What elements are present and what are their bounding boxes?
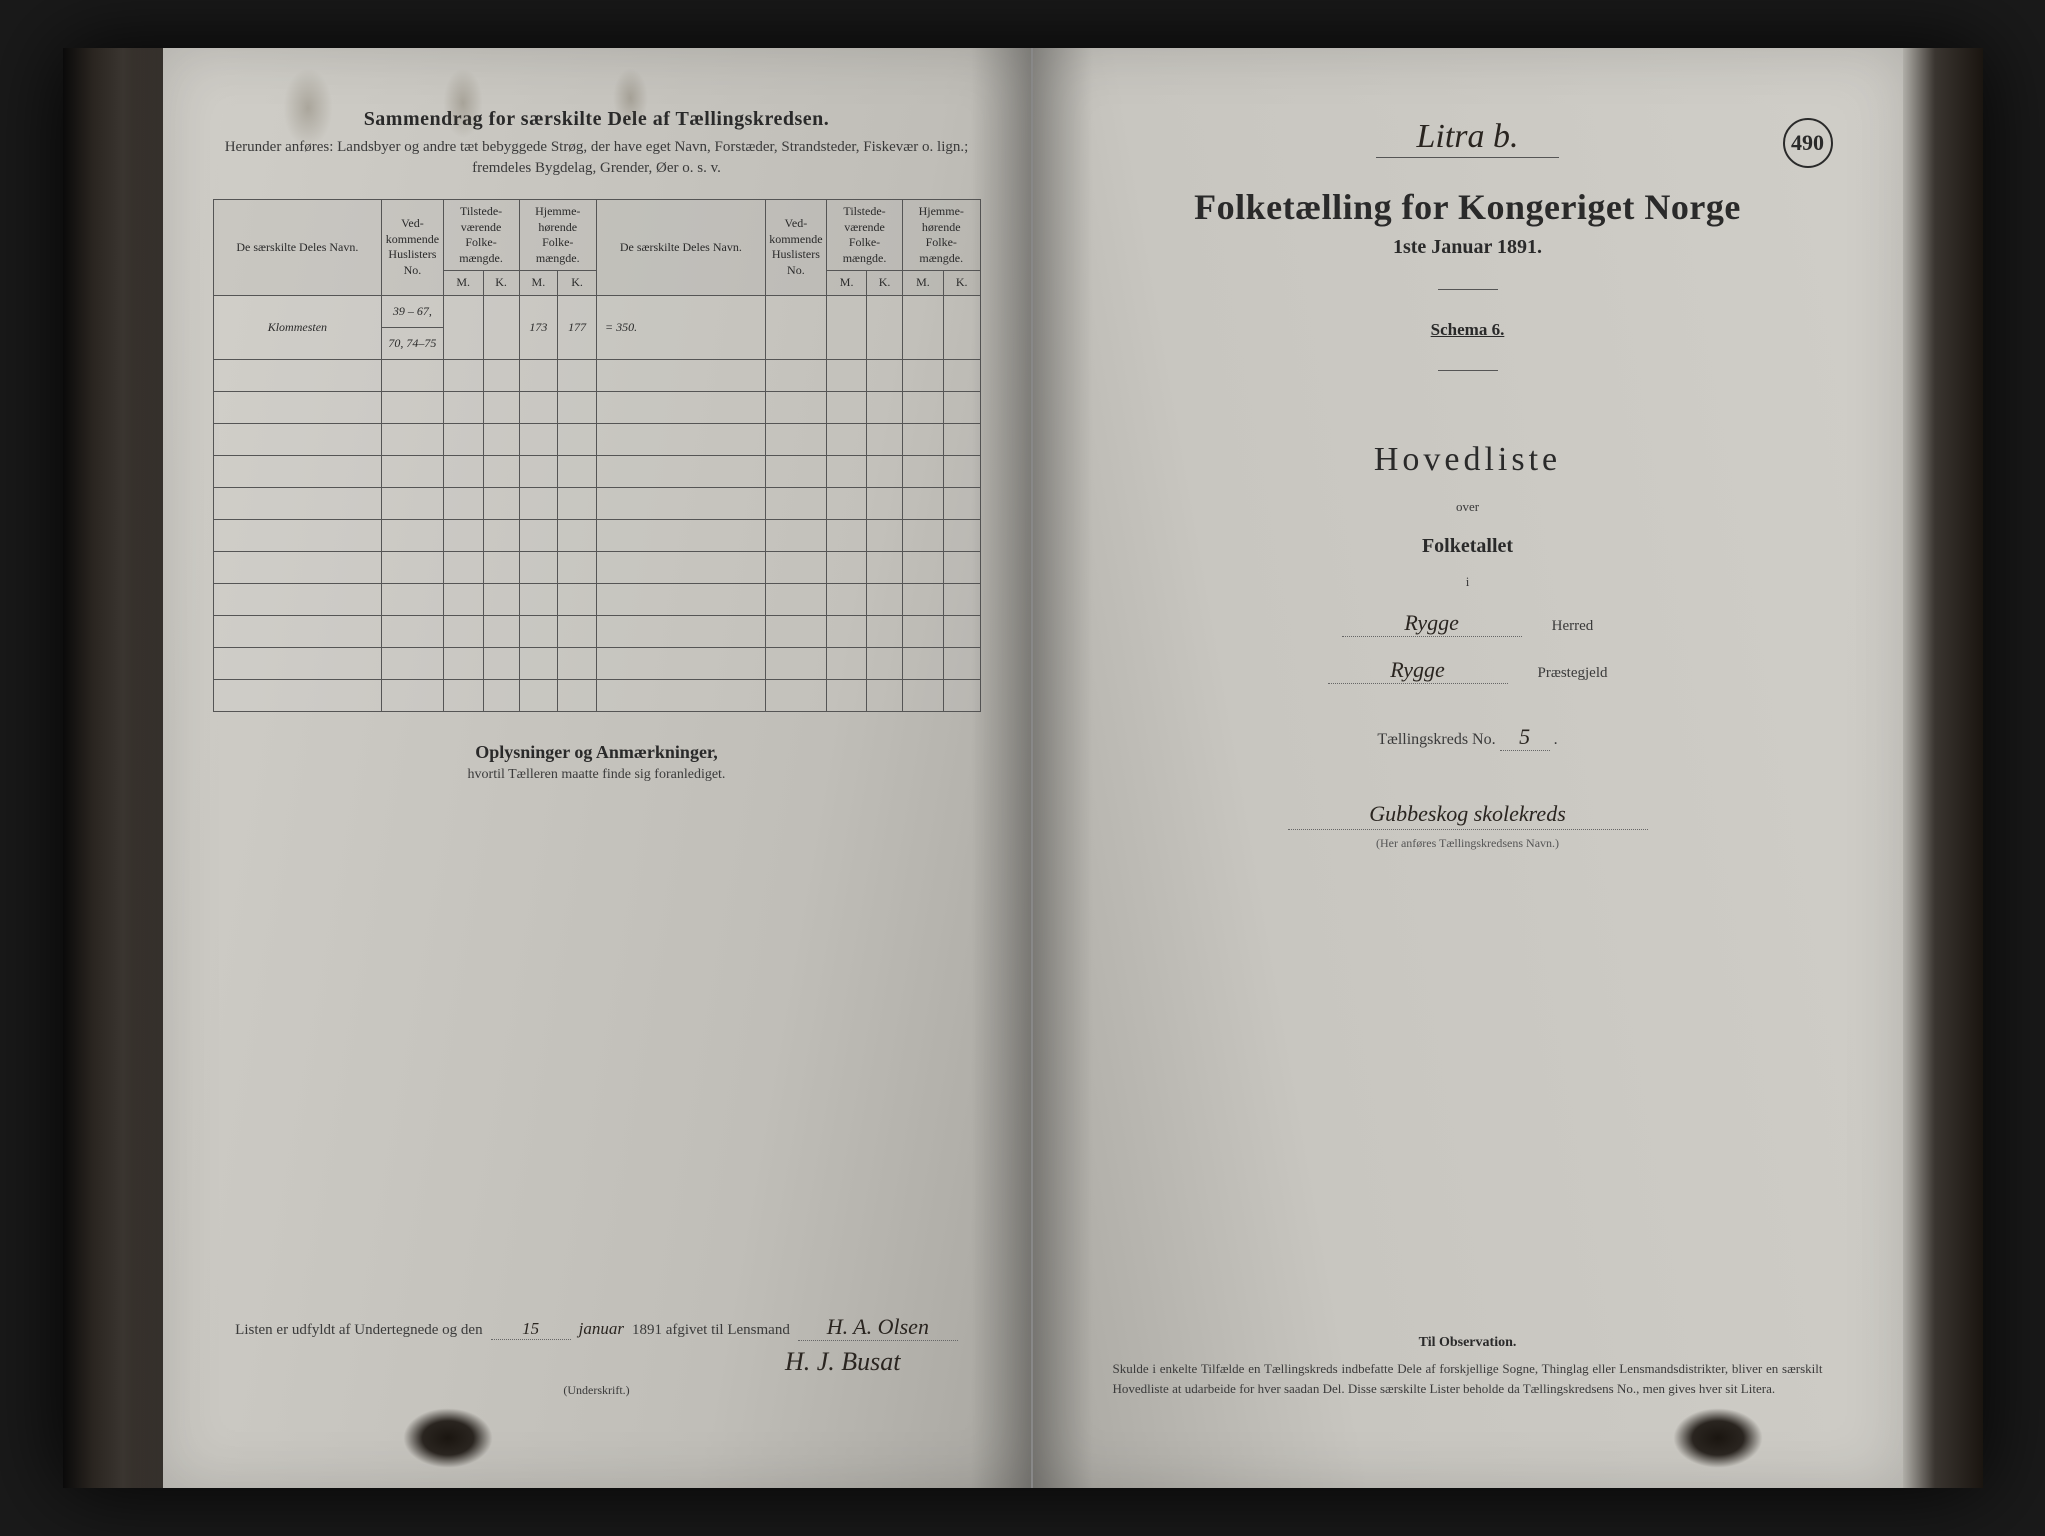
book-binding: [63, 48, 163, 1488]
signature-day: 15: [491, 1319, 571, 1340]
table-row: [213, 615, 980, 647]
book-spread: Sammendrag for særskilte Dele af Tælling…: [63, 48, 1983, 1488]
table-row: [213, 551, 980, 583]
thumb-shadow: [1673, 1408, 1763, 1468]
census-date: 1ste Januar 1891.: [1083, 236, 1853, 259]
table-row: [213, 487, 980, 519]
col-subheader-k: K.: [483, 271, 519, 296]
thumb-shadow: [403, 1408, 493, 1468]
cell-total: = 350.: [596, 295, 765, 359]
kreds-name: Gubbeskog skolekreds: [1288, 801, 1648, 830]
cell-huslister: 39 – 67,: [382, 295, 443, 327]
period: .: [1554, 731, 1558, 748]
col-subheader-m: M.: [902, 271, 943, 296]
folketallet-label: Folketallet: [1083, 535, 1853, 558]
divider: [1438, 289, 1498, 290]
col-header: Hjemme-hørende Folke-mængde.: [902, 200, 980, 271]
signature-name: H. A. Olsen: [798, 1314, 958, 1341]
praestegjeld-row: Rygge Præstegjeld: [1083, 657, 1853, 684]
book-right-edge: [1903, 48, 1983, 1488]
cell-m2: 173: [519, 295, 558, 359]
cell-empty: [867, 295, 903, 359]
table-row: [213, 519, 980, 551]
table-row: [213, 359, 980, 391]
kreds-label: Tællingskreds No.: [1377, 731, 1495, 748]
table-body: Klommesten 39 – 67, 173 177 = 350. 70, 7…: [213, 295, 980, 711]
cell-huslister: 70, 74–75: [382, 327, 443, 359]
right-page: 490 Litra b. Folketælling for Kongeriget…: [1033, 48, 1903, 1488]
cell-m: [443, 295, 483, 359]
table-row: [213, 583, 980, 615]
page-number: 490: [1791, 130, 1824, 156]
observation-title: Til Observation.: [1113, 1335, 1823, 1351]
cell-empty: [902, 295, 943, 359]
table-row: [213, 423, 980, 455]
col-header: Tilstede-værende Folke-mængde.: [443, 200, 519, 271]
census-summary-table: De særskilte Deles Navn. Ved-kommende Hu…: [213, 199, 981, 712]
col-subheader-k: K.: [943, 271, 980, 296]
col-header: Ved-kommende Huslisters No.: [765, 200, 826, 296]
praestegjeld-label: Præstegjeld: [1538, 665, 1608, 682]
summary-title: Sammendrag for særskilte Dele af Tælling…: [213, 108, 981, 131]
remarks-title: Oplysninger og Anmærkninger,: [213, 742, 981, 763]
signature-year-text: 1891 afgivet til Lensmand: [632, 1322, 790, 1339]
col-subheader-k: K.: [867, 271, 903, 296]
summary-subtitle: Herunder anføres: Landsbyer og andre tæt…: [213, 137, 981, 179]
col-subheader-m: M.: [827, 271, 867, 296]
table-row: [213, 391, 980, 423]
cell-empty: [765, 295, 826, 359]
table-row: [213, 647, 980, 679]
i-label: i: [1083, 574, 1853, 590]
praestegjeld-value: Rygge: [1328, 657, 1508, 684]
observation-section: Til Observation. Skulde i enkelte Tilfæl…: [1113, 1335, 1823, 1398]
signature-prefix: Listen er udfyldt af Undertegnede og den: [235, 1322, 482, 1339]
hovedliste-title: Hovedliste: [1083, 441, 1853, 479]
litra-line: Litra b.: [1083, 118, 1853, 156]
cell-empty: [943, 295, 980, 359]
table-row: Klommesten 39 – 67, 173 177 = 350.: [213, 295, 980, 327]
over-label: over: [1083, 499, 1853, 515]
left-page: Sammendrag for særskilte Dele af Tælling…: [163, 48, 1033, 1488]
col-subheader-m: M.: [519, 271, 558, 296]
table-row: [213, 455, 980, 487]
col-subheader-k: K.: [558, 271, 597, 296]
signature-label: (Underskrift.): [213, 1383, 981, 1398]
signature-name-2: H. J. Busat: [785, 1347, 901, 1377]
remarks-section: Oplysninger og Anmærkninger, hvortil Tæl…: [213, 742, 981, 783]
signature-month: januar: [579, 1319, 624, 1339]
page-number-circle: 490: [1783, 118, 1833, 168]
kreds-hint: (Her anføres Tællingskredsens Navn.): [1083, 836, 1853, 851]
col-header: Ved-kommende Huslisters No.: [382, 200, 443, 296]
col-header: Hjemme-hørende Folke-mængde.: [519, 200, 596, 271]
cell-k: [483, 295, 519, 359]
observation-text: Skulde i enkelte Tilfælde en Tællingskre…: [1113, 1359, 1823, 1398]
col-header: De særskilte Deles Navn.: [596, 200, 765, 296]
herred-row: Rygge Herred: [1083, 610, 1853, 637]
spine-shadow-right: [1033, 48, 1093, 1488]
kreds-number-row: Tællingskreds No. 5 .: [1083, 724, 1853, 751]
herred-value: Rygge: [1342, 610, 1522, 637]
kreds-number: 5: [1500, 724, 1550, 751]
remarks-subtitle: hvortil Tælleren maatte finde sig foranl…: [213, 767, 981, 783]
divider: [1438, 370, 1498, 371]
table-row: [213, 679, 980, 711]
litra-value: Litra b.: [1376, 118, 1558, 158]
col-subheader-m: M.: [443, 271, 483, 296]
census-main-title: Folketælling for Kongeriget Norge: [1083, 186, 1853, 228]
herred-label: Herred: [1552, 618, 1594, 635]
cell-empty: [827, 295, 867, 359]
cell-name: Klommesten: [213, 295, 382, 359]
col-header: Tilstede-værende Folke-mængde.: [827, 200, 903, 271]
schema-label: Schema 6.: [1083, 320, 1853, 340]
signature-section: Listen er udfyldt af Undertegnede og den…: [213, 1314, 981, 1398]
cell-k2: 177: [558, 295, 597, 359]
kreds-name-row: Gubbeskog skolekreds: [1083, 801, 1853, 830]
col-header: De særskilte Deles Navn.: [213, 200, 382, 296]
